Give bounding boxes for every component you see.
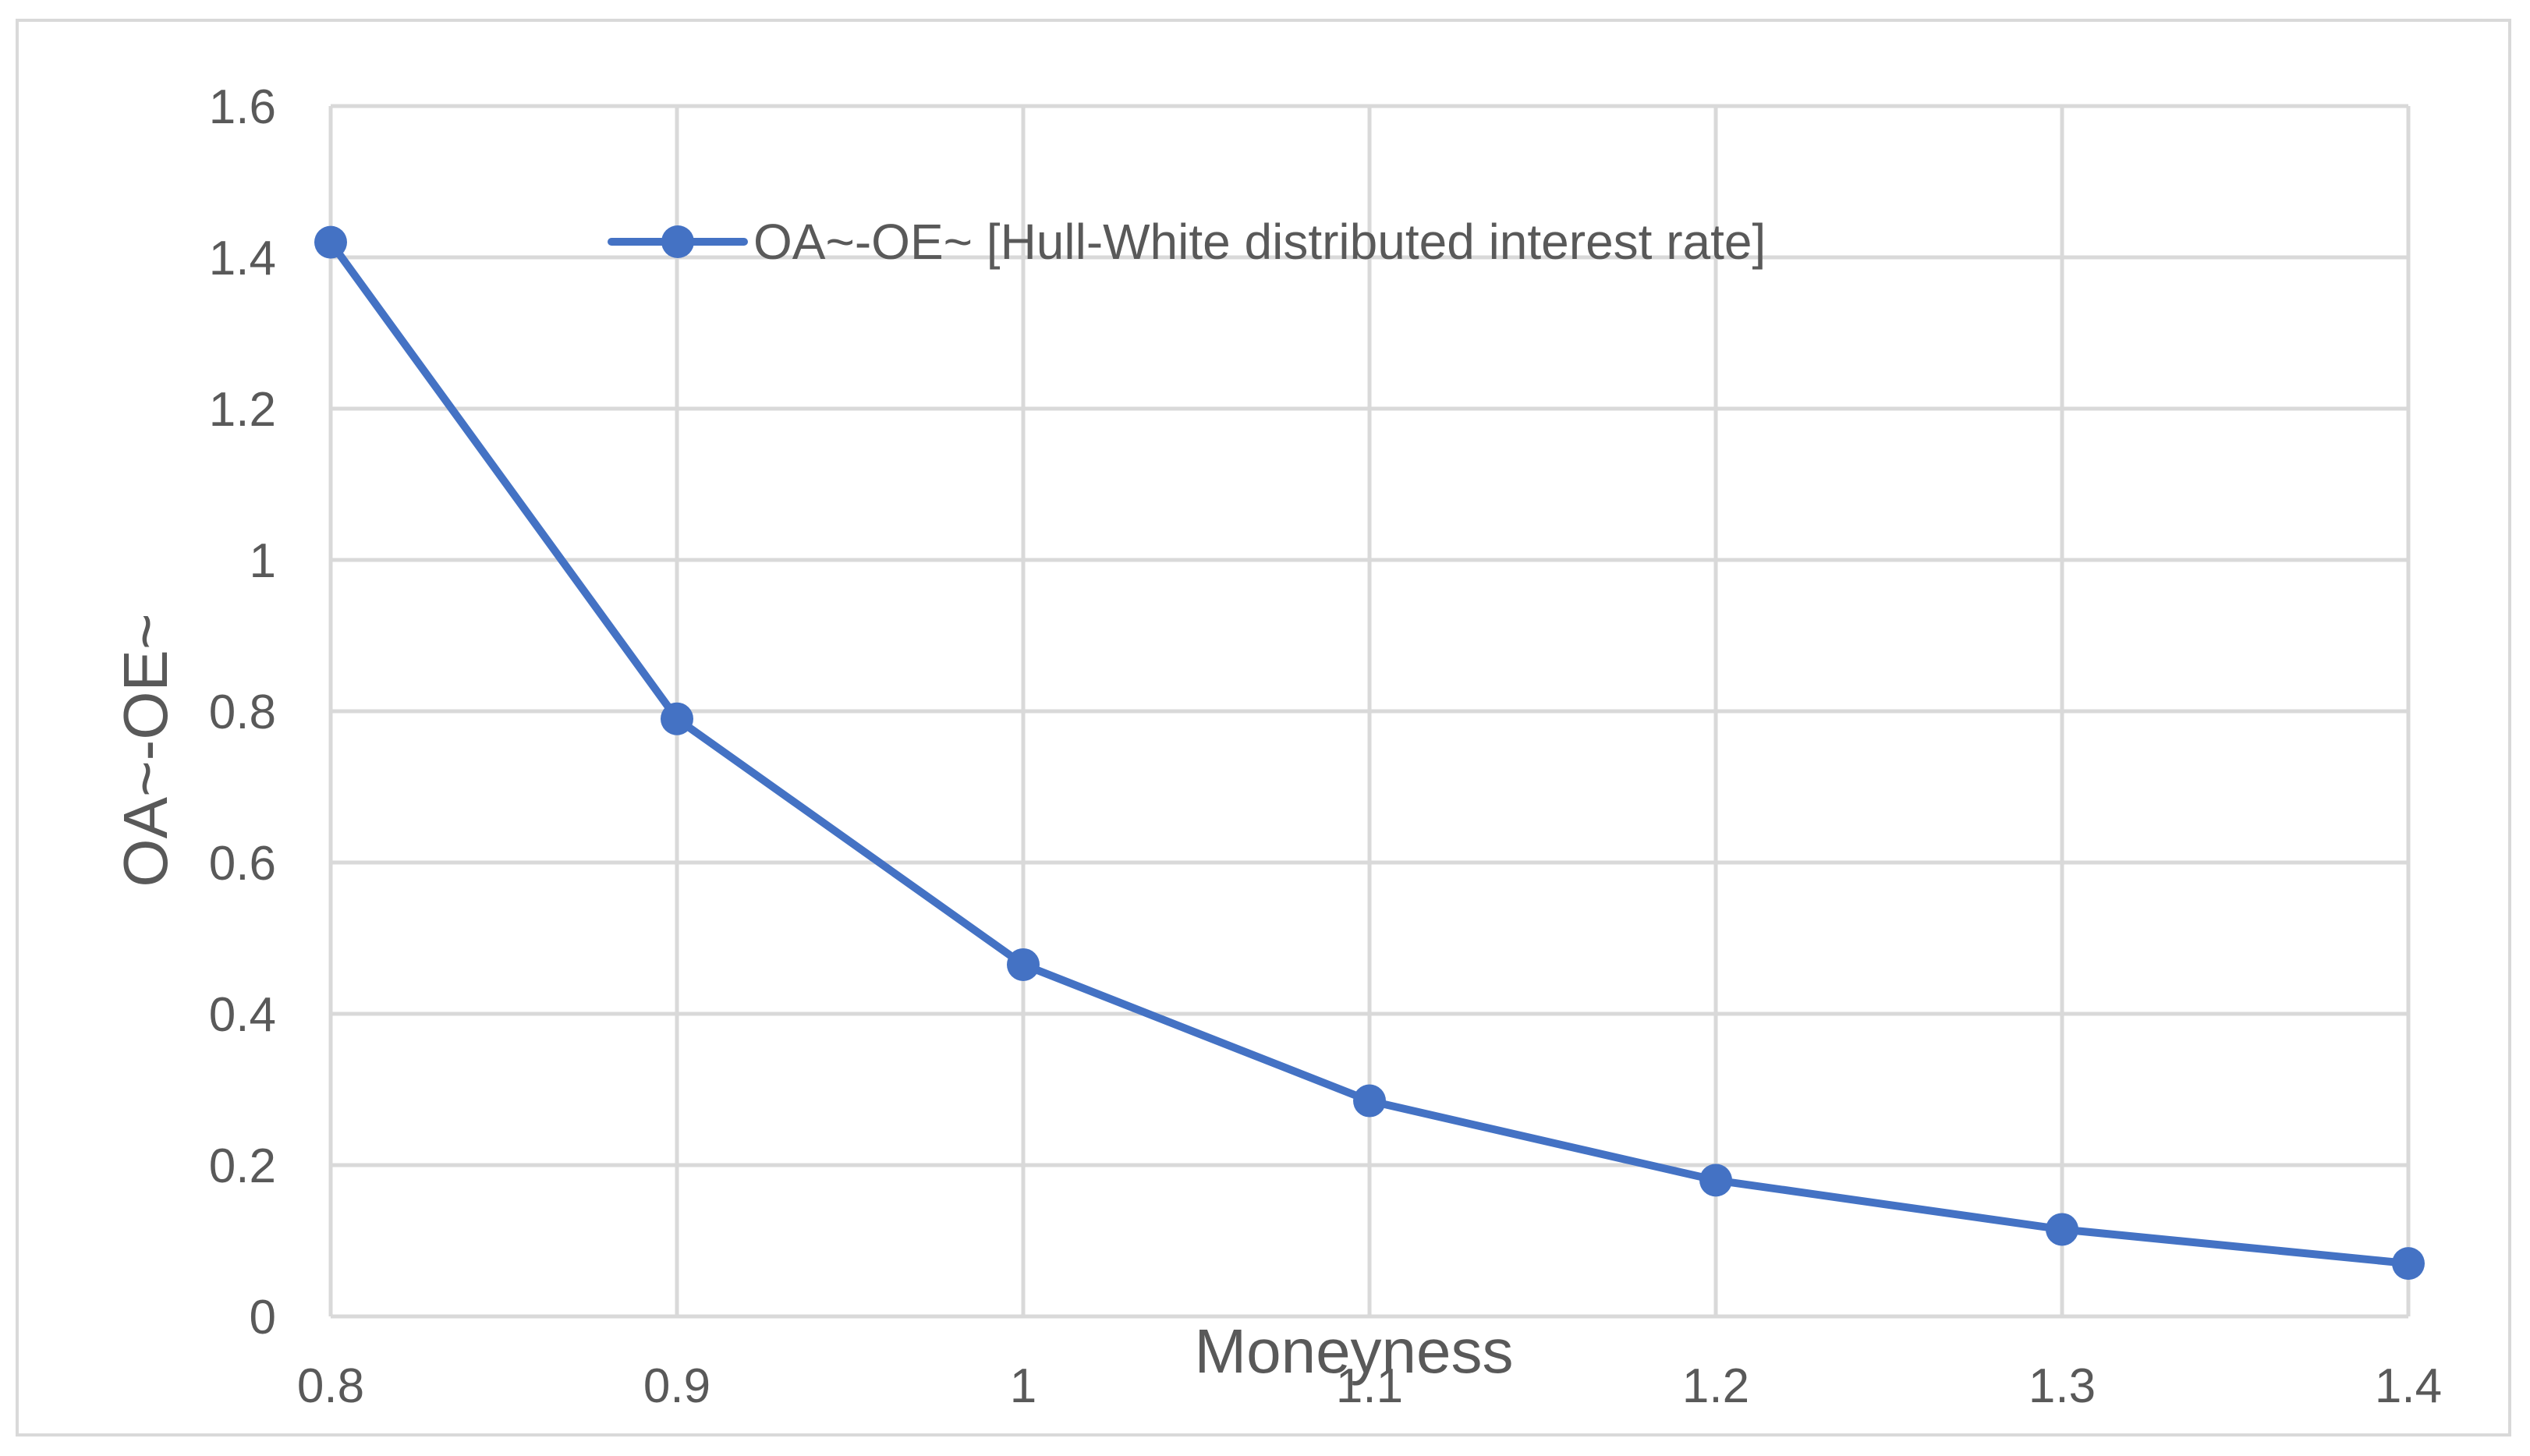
line-chart: 0 0.2 0.4 0.6 0.8 1 1.2 1.4 1.6 0.8 0.9 1 1.1 1.2 1.3… xyxy=(111,80,2442,1413)
x-tick-label: 1.1 xyxy=(1336,1359,1403,1413)
data-point xyxy=(1007,948,1040,981)
y-tick-label: 0.6 xyxy=(209,837,276,891)
y-tick-label: 0.8 xyxy=(209,685,276,739)
y-tick-label: 0.2 xyxy=(209,1139,276,1193)
legend-marker-swatch xyxy=(661,225,694,258)
y-tick-label: 1.4 xyxy=(209,232,276,285)
data-point xyxy=(314,225,347,259)
grid-lines xyxy=(328,104,2411,1319)
y-tick-label: 1.2 xyxy=(209,383,276,437)
y-axis-tick-labels: 0 0.2 0.4 0.6 0.8 1 1.2 1.4 1.6 xyxy=(209,80,276,1344)
x-tick-label: 1.3 xyxy=(2029,1359,2096,1413)
data-point xyxy=(1353,1084,1386,1118)
x-axis-tick-labels: 0.8 0.9 1 1.1 1.2 1.3 1.4 xyxy=(297,1359,2442,1413)
legend-label: OA~-OE~ [Hull-White distributed interest… xyxy=(753,214,1766,270)
x-axis-title: Moneyness xyxy=(1194,1316,1513,1386)
data-point xyxy=(661,702,693,735)
series-layer xyxy=(314,225,2425,1281)
y-tick-label: 1 xyxy=(250,534,276,588)
y-tick-label: 0 xyxy=(250,1291,276,1344)
x-tick-label: 1 xyxy=(1010,1359,1036,1413)
x-tick-label: 1.2 xyxy=(1682,1359,1749,1413)
y-tick-label: 0.4 xyxy=(209,988,276,1042)
chart-frame: 0 0.2 0.4 0.6 0.8 1 1.2 1.4 1.6 0.8 0.9 1 1.1 1.2 1.3… xyxy=(16,19,2511,1437)
series-0 xyxy=(314,225,2425,1281)
data-point xyxy=(2046,1213,2078,1246)
data-point xyxy=(1699,1164,1732,1197)
y-axis-title: OA~-OE~ xyxy=(111,613,180,887)
legend: OA~-OE~ [Hull-White distributed interest… xyxy=(608,214,1766,270)
y-tick-label: 1.6 xyxy=(209,80,276,134)
x-tick-label: 0.8 xyxy=(297,1359,364,1413)
data-point xyxy=(2392,1247,2425,1281)
x-tick-label: 1.4 xyxy=(2375,1359,2442,1413)
x-tick-label: 0.9 xyxy=(643,1359,710,1413)
